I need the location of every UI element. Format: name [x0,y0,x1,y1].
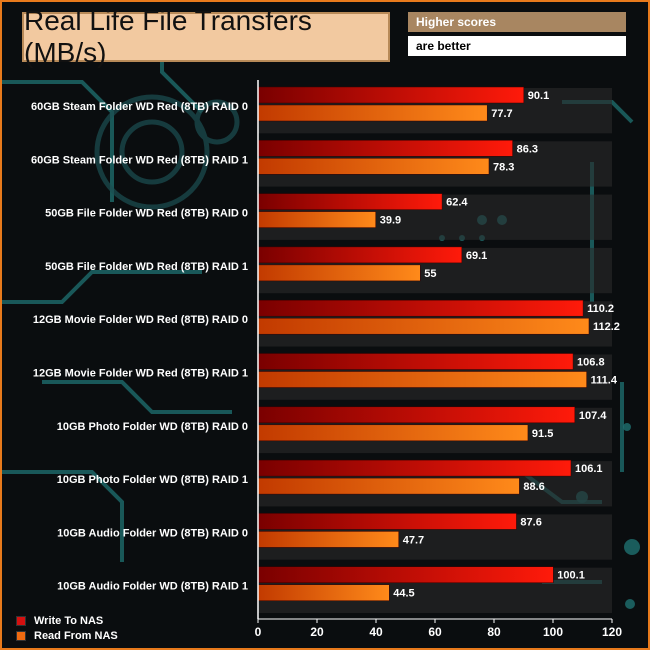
category-label: 10GB Photo Folder WD (8TB) RAID 0 [57,421,248,433]
x-tick-label: 80 [487,625,501,639]
category-label: 60GB Steam Folder WD Red (8TB) RAID 1 [31,154,248,166]
write-bar [257,193,443,210]
value-label: 91.5 [532,428,553,440]
read-bar [257,584,390,601]
category-label: 50GB File Folder WD Red (8TB) RAID 0 [45,208,248,220]
x-tick-label: 100 [543,625,563,639]
read-swatch [16,631,26,641]
value-label: 111.4 [591,375,618,387]
value-label: 112.2 [593,321,620,333]
value-label: 110.2 [587,303,614,315]
value-label: 55 [424,268,436,280]
value-label: 62.4 [446,197,468,209]
write-bar [257,406,576,424]
value-label: 69.1 [466,250,487,262]
value-label: 47.7 [403,534,424,546]
value-label: 87.6 [520,516,541,528]
read-bar [257,264,421,282]
legend-write: Write To NAS [16,615,103,627]
x-tick-label: 40 [369,625,383,639]
read-bar [257,531,399,548]
category-label: 10GB Audio Folder WD (8TB) RAID 0 [57,527,248,539]
value-label: 106.1 [575,463,603,475]
write-bar [257,353,574,370]
value-label: 90.1 [528,90,549,102]
read-bar [257,371,587,388]
read-bar [257,158,490,175]
value-label: 86.3 [517,143,538,155]
value-label: 88.6 [523,481,544,493]
write-bar [257,246,463,264]
x-tick-label: 60 [428,625,442,639]
read-bar [257,211,376,228]
x-tick-label: 120 [602,625,622,639]
category-label: 10GB Audio Folder WD (8TB) RAID 1 [57,581,248,593]
legend-write-label: Write To NAS [34,615,104,627]
value-label: 106.8 [577,357,605,369]
read-bar [257,424,529,442]
legend-read: Read From NAS [16,630,118,642]
write-bar [257,86,525,104]
read-bar [257,317,590,335]
x-tick-label: 20 [310,625,324,639]
higher-scores-badge: Higher scores [408,12,626,32]
category-label: 10GB Photo Folder WD (8TB) RAID 1 [57,474,248,486]
read-bar [257,477,520,495]
value-label: 44.5 [393,588,414,600]
category-label: 60GB Steam Folder WD Red (8TB) RAID 0 [31,101,248,113]
value-label: 107.4 [579,410,607,422]
value-label: 78.3 [493,161,514,173]
value-label: 100.1 [557,570,585,582]
write-bar [257,299,584,317]
write-bar [257,566,554,583]
read-bar [257,104,488,122]
are-better-badge: are better [408,36,626,56]
category-label: 12GB Movie Folder WD Red (8TB) RAID 1 [33,368,248,380]
write-swatch [16,616,26,626]
x-tick-label: 0 [255,625,262,639]
value-label: 39.9 [380,215,401,227]
category-label: 50GB File Folder WD Red (8TB) RAID 1 [45,261,248,273]
value-label: 77.7 [491,108,512,120]
write-bar [257,513,517,530]
legend-read-label: Read From NAS [34,630,118,642]
category-label: 12GB Movie Folder WD Red (8TB) RAID 0 [33,314,248,326]
write-bar [257,459,572,477]
write-bar [257,140,513,157]
